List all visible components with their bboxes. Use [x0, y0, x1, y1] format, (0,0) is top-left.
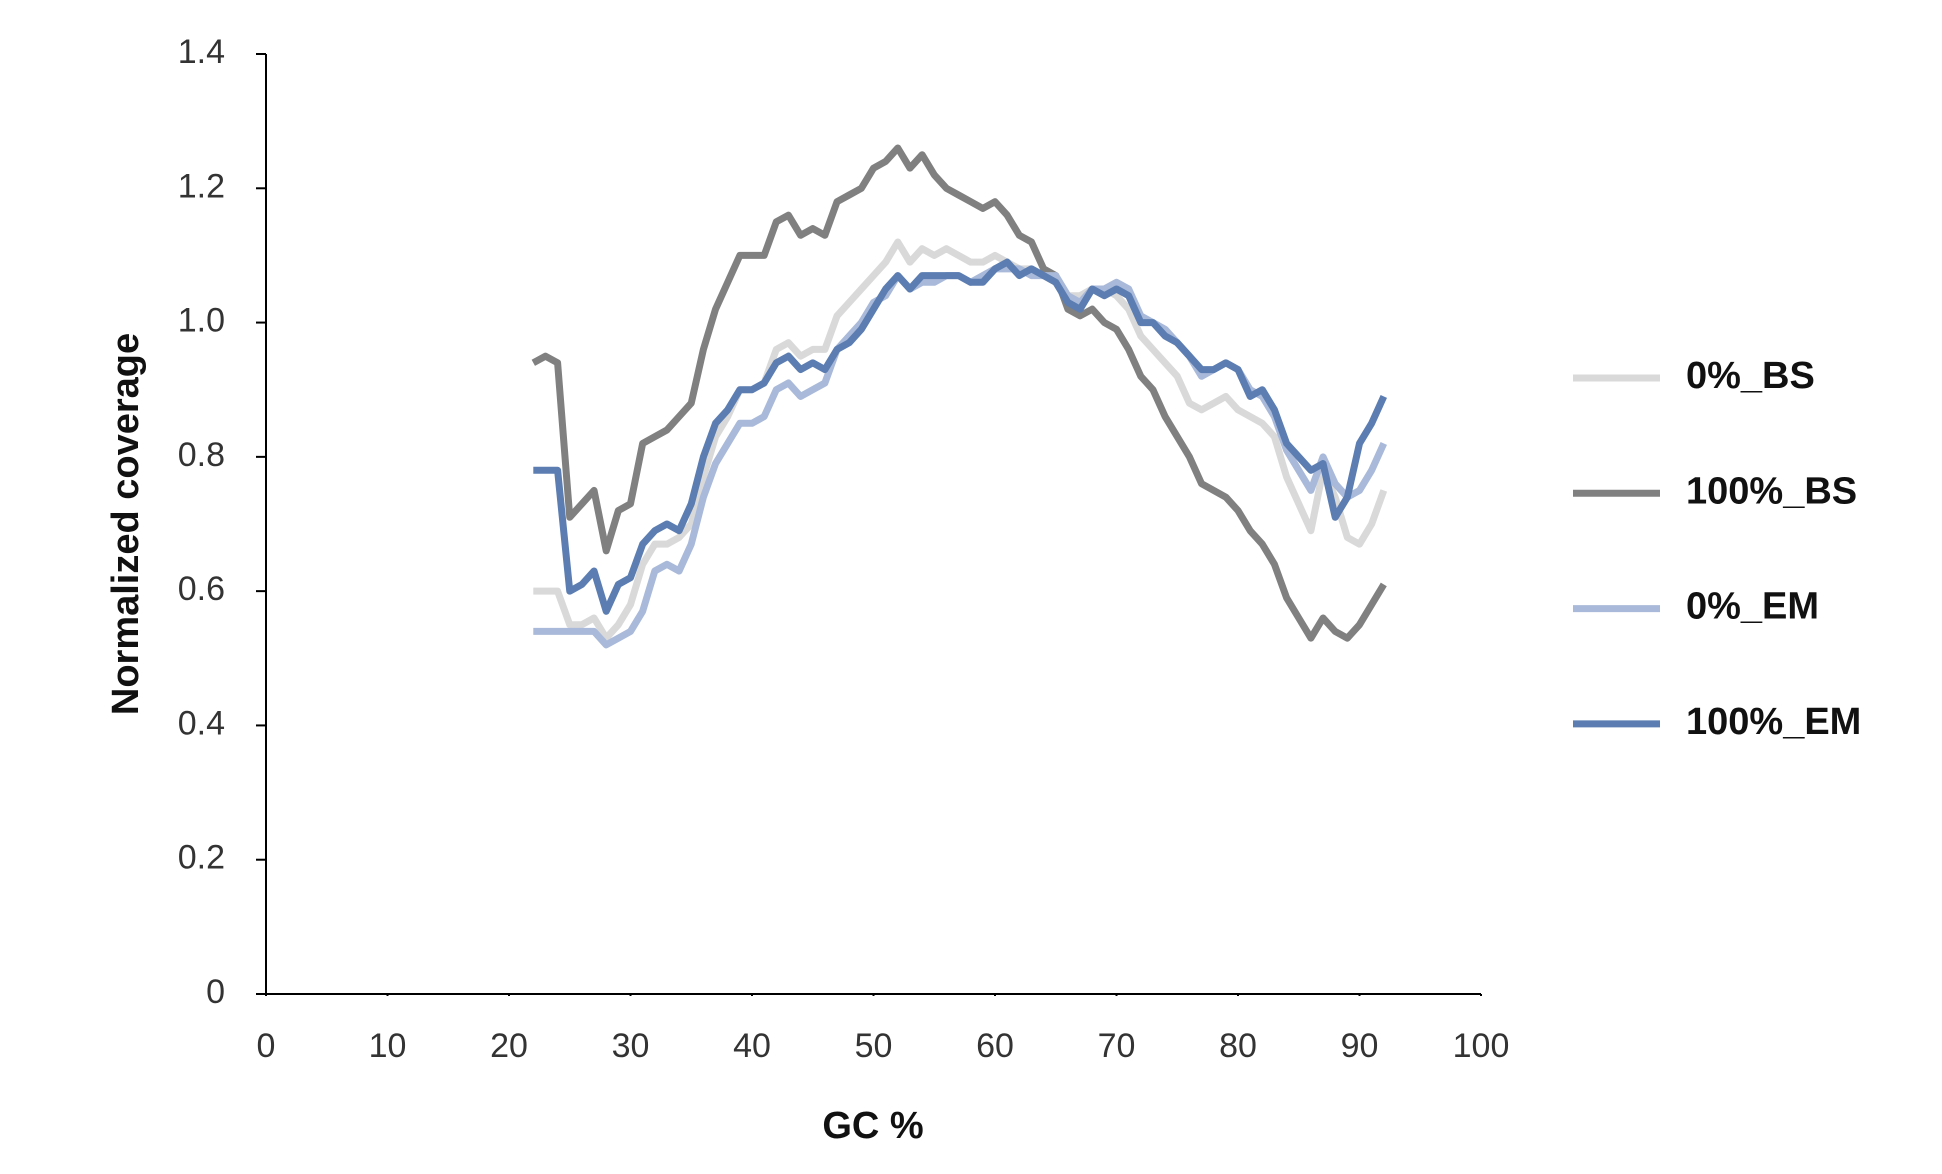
series-line [533, 258, 1387, 615]
x-tick-label: 0 [257, 1027, 276, 1065]
x-tick-label: 20 [490, 1027, 528, 1065]
y-tick-label: 1.2 [178, 167, 225, 205]
series-line [533, 238, 1388, 642]
x-tick-label: 30 [612, 1027, 650, 1065]
x-tick-label: 100 [1453, 1027, 1510, 1065]
y-tick-label: 0.2 [178, 839, 225, 877]
x-tick-label: 80 [1219, 1027, 1257, 1065]
series-line [531, 144, 1387, 642]
y-tick-label: 1.4 [178, 33, 225, 71]
y-axis-title: Normalized coverage [105, 333, 147, 715]
x-tick-label: 10 [369, 1027, 407, 1065]
legend-label: 100%_EM [1686, 701, 1861, 743]
x-axis-title: GC % [822, 1105, 923, 1147]
y-tick-label: 0.4 [178, 704, 225, 742]
y-tick-label: 0.8 [178, 436, 225, 474]
x-tick-label: 60 [976, 1027, 1014, 1065]
x-tick-label: 90 [1341, 1027, 1379, 1065]
legend-label: 0%_BS [1686, 355, 1815, 397]
y-tick-label: 0 [206, 973, 225, 1011]
y-tick-label: 0.6 [178, 570, 225, 608]
series-line [533, 265, 1387, 649]
x-tick-label: 40 [733, 1027, 771, 1065]
x-tick-label: 50 [855, 1027, 893, 1065]
y-tick-label: 1.0 [178, 302, 225, 340]
x-tick-label: 70 [1098, 1027, 1136, 1065]
legend-label: 0%_EM [1686, 586, 1819, 628]
legend-label: 100%_BS [1686, 470, 1857, 512]
